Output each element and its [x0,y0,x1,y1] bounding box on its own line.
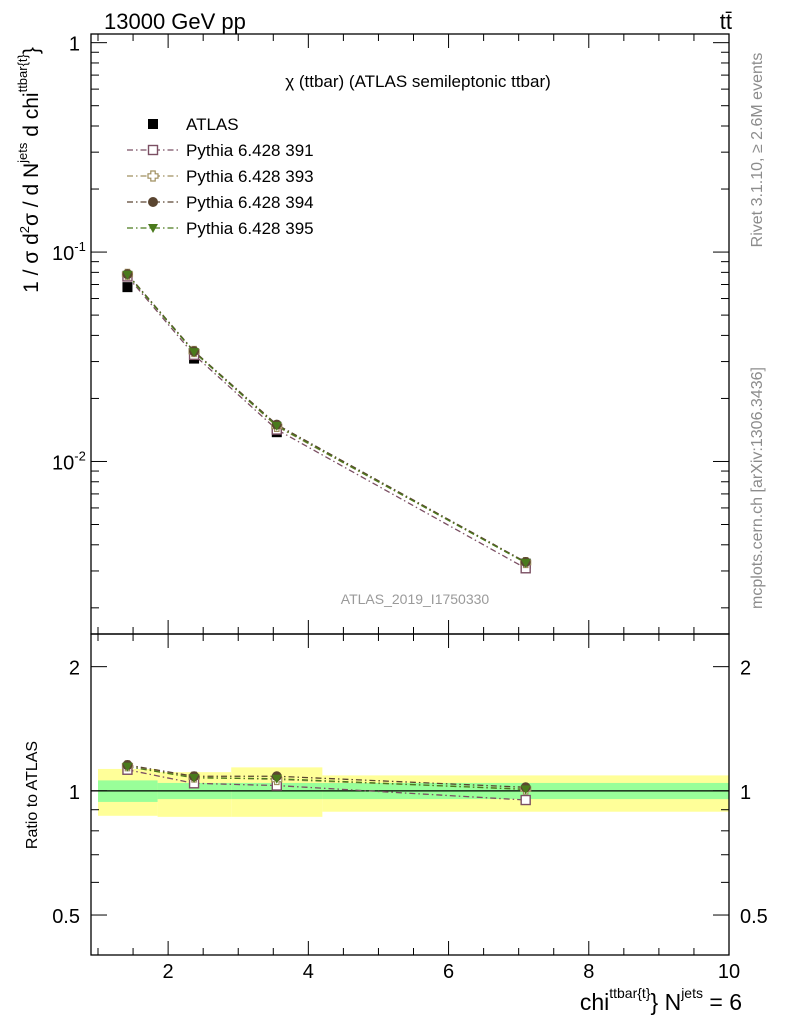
legend-label-0: ATLAS [186,115,239,134]
main-point-4-1 [189,348,200,358]
x-tick-label: 4 [303,961,314,983]
ratio-y-tick-label-right: 1 [740,782,751,804]
main-line-1 [126,276,526,569]
y-tick-label: 1 [69,34,80,56]
ratio-point-0-3 [520,794,531,806]
legend-marker-3 [148,197,158,207]
main-series-lines [126,273,526,569]
main-line-2 [126,273,526,564]
legend-label-4: Pythia 6.428 395 [186,219,314,238]
legend-marker-0 [148,119,158,129]
ratio-point-3-0 [122,762,133,772]
plot-title: χ (ttbar) (ATLAS semileptonic ttbar) [285,72,551,91]
ratio-y-tick-label-left: 0.5 [52,906,80,928]
y-axis-label: 1 / σ d2σ / d Njets d chittbar{t}} [15,47,43,293]
energy-label: 13000 GeV pp [104,9,246,34]
main-point-4-2 [271,421,282,431]
tick-exponent: -2 [74,448,86,463]
x-label-part3: = 6 [703,989,742,1015]
y-label-part1: 1 / σ d [20,233,43,293]
y-tick-label: 10-2 [52,448,86,474]
ratio-y-tick-label-right: 2 [740,658,751,680]
x-label-part1: chi [580,989,609,1015]
ratio-y-tick-label-right: 0.5 [740,906,768,928]
ratio-axis-label: Ratio to ATLAS [24,741,41,849]
rivet-label: Rivet 3.1.10, ≥ 2.6M events [749,53,766,248]
ratio-data-marks [121,760,532,806]
x-tick-label: 2 [163,961,174,983]
y-label-sup2: jets [15,142,30,164]
legend-label-2: Pythia 6.428 393 [186,167,314,186]
x-tick-label: 8 [583,961,594,983]
main-point-0-0 [122,282,133,293]
ratio-y-tick-label-left: 2 [69,658,80,680]
x-tick-label: 6 [443,961,454,983]
ratio-series-lines [127,764,526,801]
y-label-sup3: ttbar{t} [15,53,30,92]
process-label: tt̄ [720,9,732,34]
legend-label-1: Pythia 6.428 391 [186,141,314,160]
ratio-line-2 [127,764,526,788]
tick-base: 10 [52,243,74,265]
y-label-part4: } [20,47,43,54]
y-label-sup1: 2 [17,226,32,233]
main-point-4-0 [122,270,133,280]
mcplots-label: mcplots.cern.ch [arXiv:1306.3436] [749,367,766,609]
legend-label-3: Pythia 6.428 394 [186,193,314,212]
main-line-4 [126,274,526,564]
x-axis-label: chittbar{t}} Njets = 6 [580,985,742,1015]
tick-base: 10 [52,452,74,474]
y-label-part2: σ / d N [20,163,43,226]
x-label-sup2: jets [680,985,703,1001]
ratio-axes: 2 4 6 8 10 0.5 0.5 1 1 2 2 [52,633,768,983]
legend-marker-1 [147,144,159,156]
ratio-point-3-2 [271,774,282,784]
ratio-line-0 [127,769,526,801]
x-label-sup1: ttbar{t} [609,985,651,1001]
main-line-3 [126,273,526,563]
ratio-point-3-1 [189,773,200,783]
legend-marker-2 [147,170,159,182]
ratio-line-3 [127,765,526,791]
ratio-point-3-3 [520,785,531,795]
legend: ATLAS Pythia 6.428 391 Pythia 6.428 393 Pyt… [127,115,314,238]
x-label-part2: } N [651,989,682,1015]
ratio-y-tick-label-left: 1 [69,782,80,804]
tick-exponent: -1 [74,239,86,254]
y-tick-label: 10-1 [52,239,86,265]
x-tick-label: 10 [718,961,740,983]
main-point-4-3 [520,558,531,568]
ratio-frame [90,633,730,956]
legend-marker-4 [148,224,158,233]
main-data-marks [121,268,532,574]
analysis-id: ATLAS_2019_I1750330 [341,591,490,607]
y-label-part3: d chi [20,92,43,142]
